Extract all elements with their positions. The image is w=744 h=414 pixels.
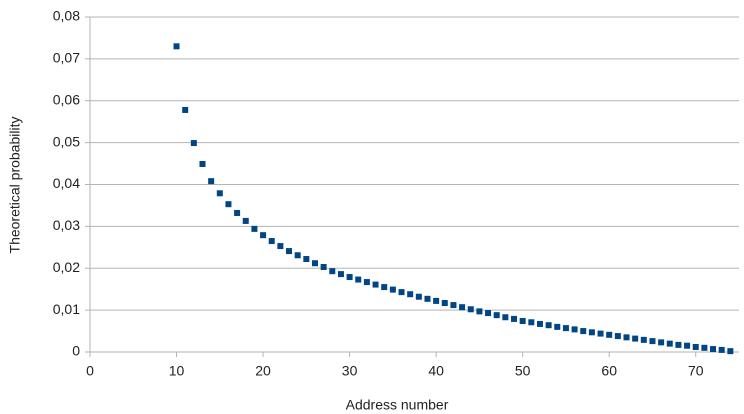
point	[493, 312, 500, 319]
x-tick-label: 0	[86, 363, 94, 379]
y-tick-label: 0	[72, 343, 80, 359]
y-tick-label: 0,07	[53, 50, 80, 66]
point	[407, 291, 414, 298]
point	[476, 308, 483, 315]
point	[467, 306, 474, 313]
point	[225, 201, 232, 208]
point	[640, 336, 647, 343]
point	[536, 320, 543, 327]
point	[337, 271, 344, 278]
point	[208, 178, 215, 185]
x-tick-label: 50	[515, 363, 531, 379]
point	[545, 322, 552, 329]
y-tick-label: 0,04	[53, 175, 80, 191]
point	[355, 276, 362, 283]
y-axis-title: Theoretical probability	[7, 117, 23, 254]
point	[710, 346, 717, 353]
point	[234, 209, 241, 216]
point	[562, 325, 569, 332]
y-tick-label: 0,08	[53, 8, 80, 24]
point	[303, 256, 310, 263]
point	[502, 314, 509, 321]
y-tick-label: 0,06	[53, 91, 80, 107]
point	[666, 340, 673, 347]
point	[692, 343, 699, 350]
point	[311, 260, 318, 267]
point	[260, 232, 267, 239]
y-tick-label: 0,01	[53, 301, 80, 317]
point	[614, 333, 621, 340]
y-tick-label: 0,02	[53, 259, 80, 275]
point	[528, 319, 535, 326]
point	[199, 160, 206, 167]
x-tick-label: 40	[428, 363, 444, 379]
x-tick-label: 10	[169, 363, 185, 379]
point	[242, 217, 249, 224]
point	[701, 344, 708, 351]
x-tick-label: 60	[601, 363, 617, 379]
point	[182, 106, 189, 113]
point	[277, 243, 284, 250]
point	[415, 293, 422, 300]
point	[346, 274, 353, 281]
point	[580, 328, 587, 335]
point	[286, 248, 293, 255]
point	[511, 315, 518, 322]
point	[606, 331, 613, 338]
point	[372, 281, 379, 288]
point	[450, 302, 457, 309]
point	[363, 279, 370, 286]
point	[684, 342, 691, 349]
y-tick-label: 0,05	[53, 133, 80, 149]
x-axis-title: Address number	[346, 397, 449, 413]
point	[571, 326, 578, 333]
point	[294, 252, 301, 259]
point	[658, 339, 665, 346]
x-tick-label: 30	[342, 363, 358, 379]
point	[485, 310, 492, 317]
point	[718, 346, 725, 353]
point	[329, 268, 336, 275]
point	[459, 304, 466, 311]
point	[649, 338, 656, 345]
point	[632, 335, 639, 342]
point	[268, 238, 275, 245]
point	[190, 140, 197, 147]
point	[424, 295, 431, 302]
point	[398, 289, 405, 296]
x-tick-label: 70	[688, 363, 704, 379]
point	[623, 334, 630, 341]
point	[554, 323, 561, 330]
point	[597, 330, 604, 337]
point	[389, 286, 396, 293]
point	[381, 284, 388, 291]
point	[173, 43, 180, 50]
point	[441, 300, 448, 307]
x-tick-label: 20	[255, 363, 271, 379]
y-tick-label: 0,03	[53, 217, 80, 233]
point	[320, 263, 327, 270]
point	[251, 225, 258, 232]
point	[216, 190, 223, 197]
point	[433, 297, 440, 304]
point	[519, 318, 526, 325]
point	[727, 348, 734, 355]
point	[675, 341, 682, 348]
point	[588, 329, 595, 336]
